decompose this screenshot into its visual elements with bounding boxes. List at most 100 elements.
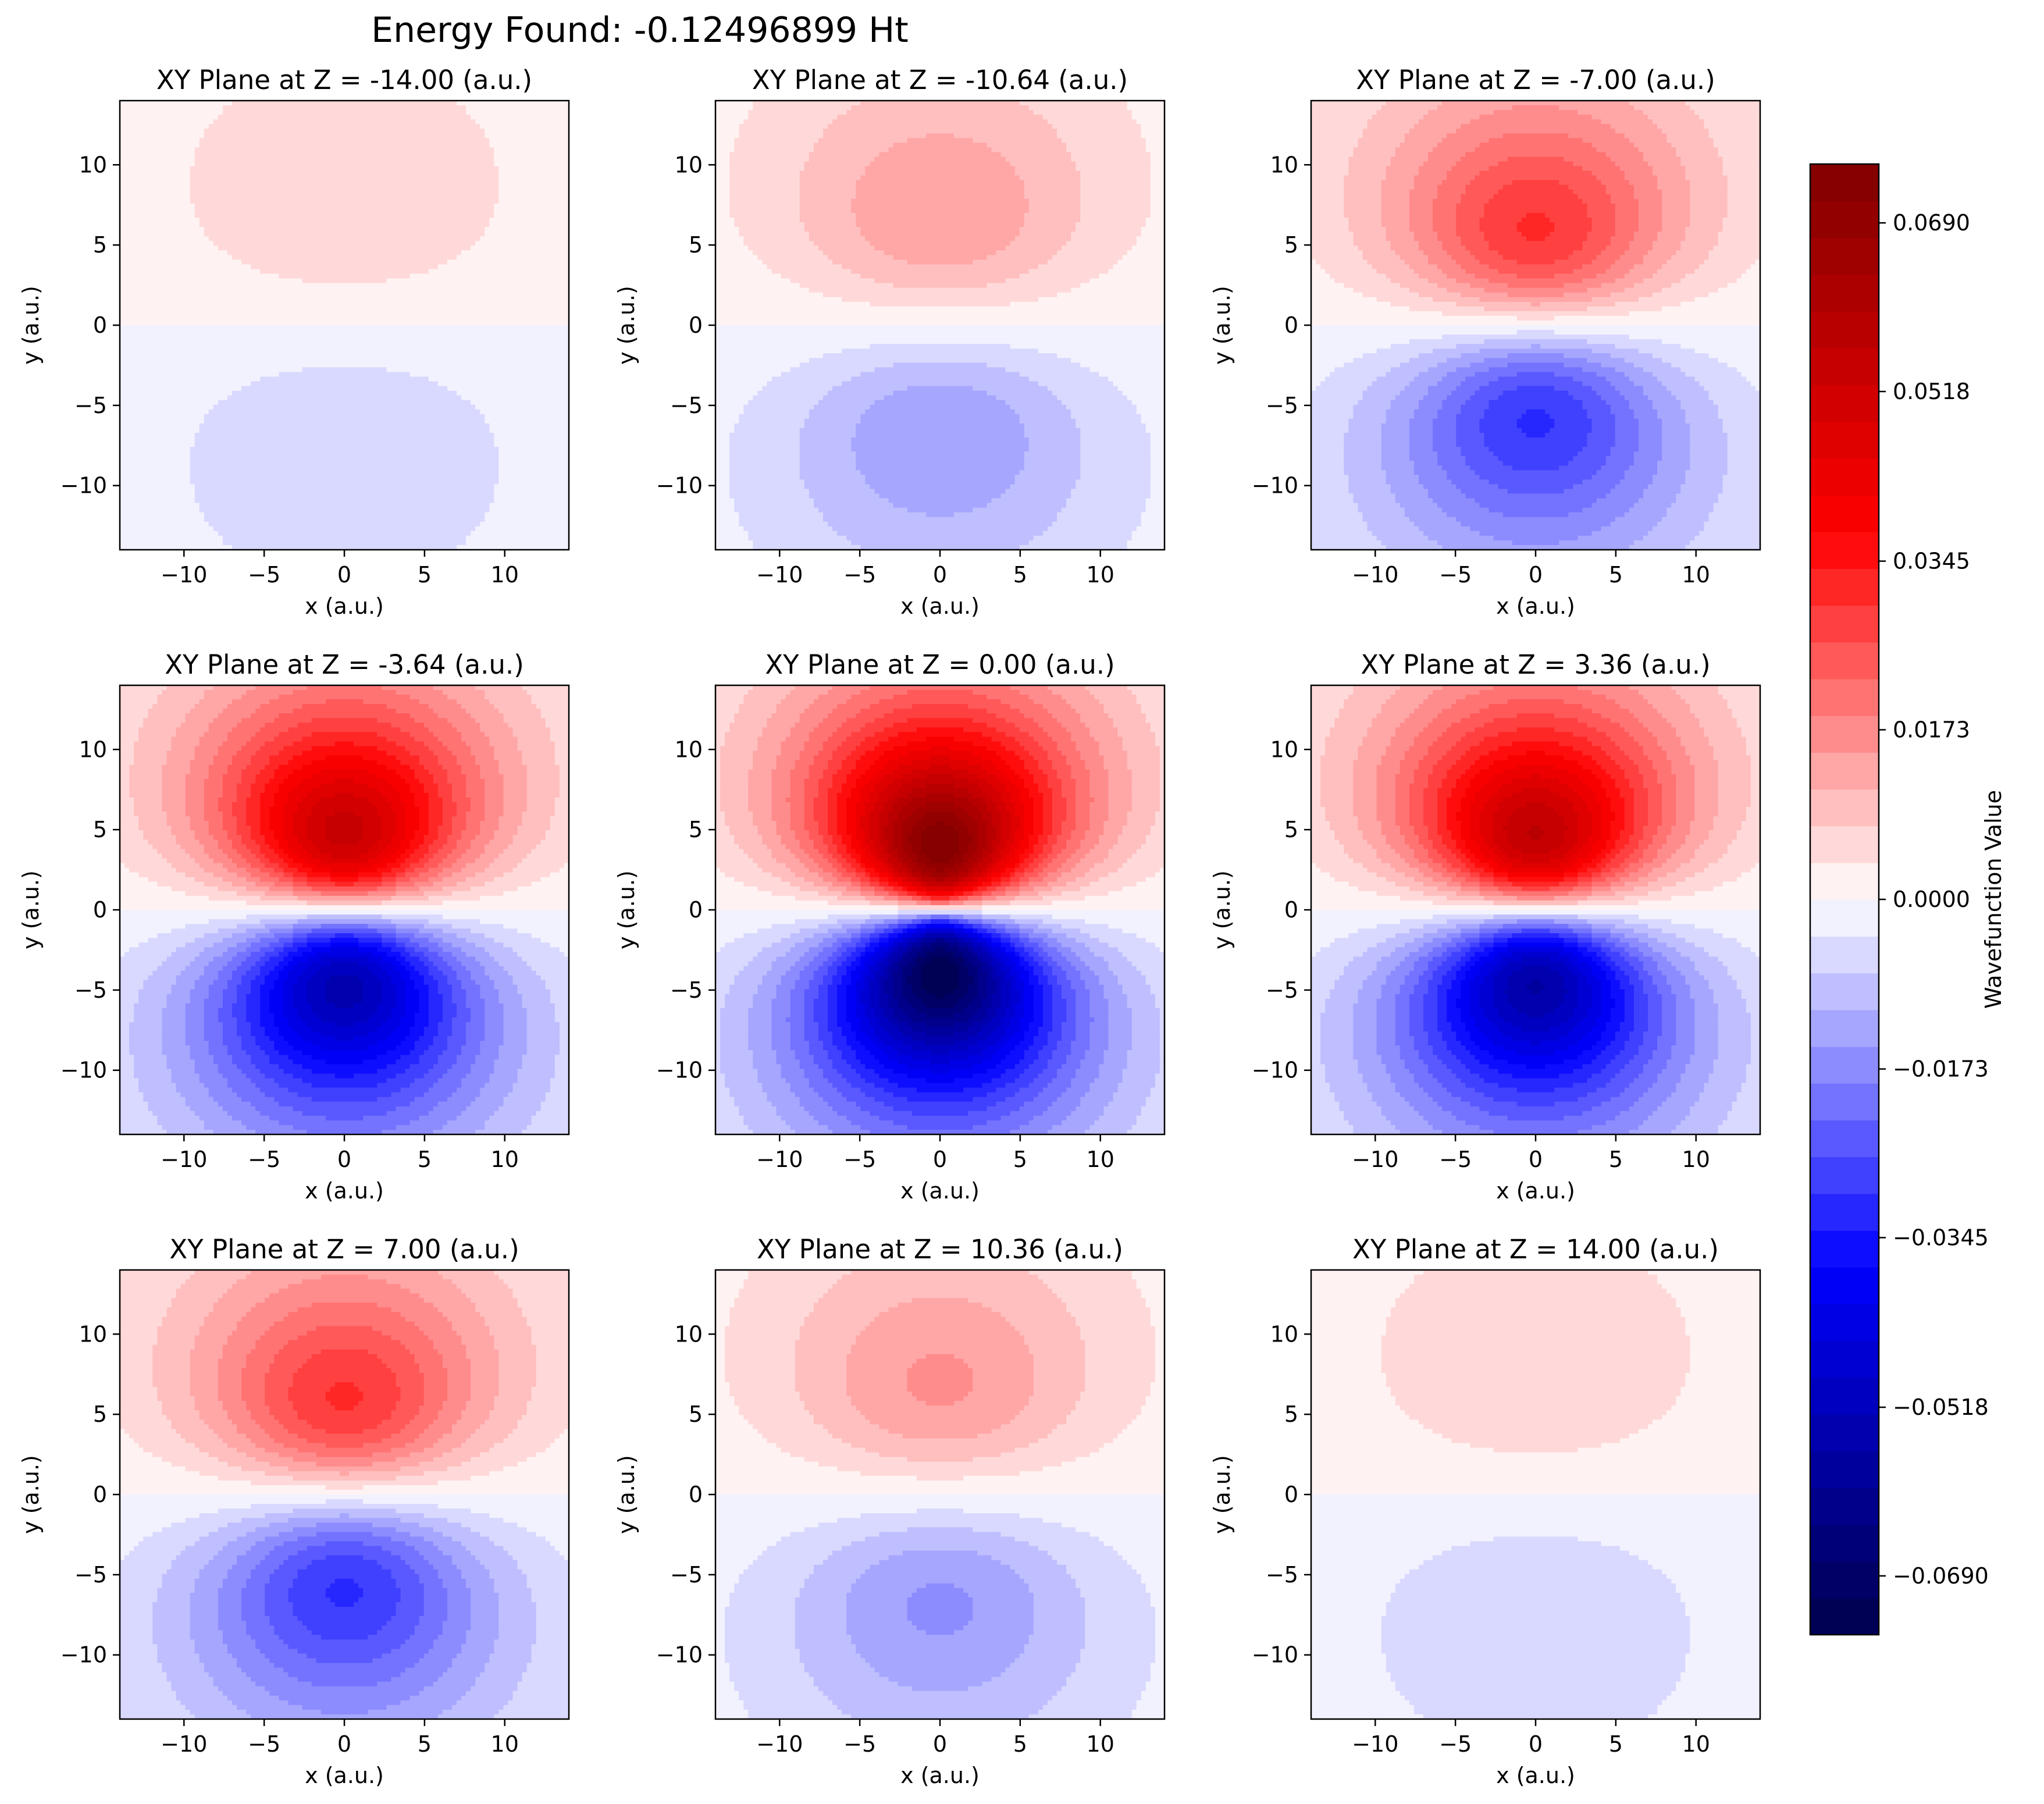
contour-cell [968,867,974,873]
contour-cell [1479,170,1593,176]
contour-cell [1479,348,1593,354]
contour-cell [194,830,209,836]
contour-cell [865,475,1016,481]
contour-cell [237,1022,251,1027]
contour-cell [874,853,880,859]
contour-cell [837,844,847,850]
contour-cell [414,792,429,798]
contour-cell [457,390,569,396]
contour-cell [982,849,992,855]
contour-cell [1521,232,1550,237]
contour-cell [790,849,805,855]
contour-cell [480,124,569,130]
contour-cell [241,1045,261,1051]
contour-cell [1433,348,1480,354]
x-axis-label: x (a.u.) [1496,593,1575,619]
contour-cell [799,194,857,200]
contour-cell [321,1017,369,1023]
contour-cell [715,461,730,467]
contour-cell [386,1017,401,1023]
contour-cell [279,372,411,378]
contour-cell [1708,517,1760,522]
contour-cell [1019,372,1100,378]
contour-cell [1428,390,1452,396]
contour-cell [391,723,425,728]
contour-cell [297,1031,322,1037]
contour-cell [134,741,172,747]
contour-cell [414,1045,429,1051]
contour-cell [1442,376,1466,382]
contour-cell [1024,184,1081,190]
contour-cell [1498,484,1574,490]
contour-cell [1685,414,1719,419]
contour-cell [480,236,569,242]
contour-cell [1653,292,1710,298]
contour-cell [554,741,569,747]
contour-cell [218,928,247,934]
contour-cell [442,807,457,812]
contour-cell [720,755,754,761]
contour-cell [1624,175,1658,181]
contour-cell [1014,849,1025,855]
contour-cell [540,1101,569,1107]
contour-cell [902,821,917,827]
contour-cell [120,760,134,766]
contour-cell [1624,470,1658,476]
contour-cell [715,278,791,284]
contour-cell [1461,156,1508,162]
contour-cell [377,1008,392,1013]
contour-cell [1019,863,1030,869]
contour-cell [898,764,931,770]
contour-cell [222,1022,237,1027]
contour-cell [485,844,509,850]
contour-cell [396,769,415,775]
contour-cell [1028,203,1081,209]
contour-cell [554,1008,569,1013]
contour-cell [968,919,983,924]
contour-cell [1381,184,1415,190]
contour-cell [1680,489,1723,494]
contour-cell [550,1083,569,1088]
contour-cell [1451,166,1490,172]
contour-cell [447,386,569,392]
contour-cell [517,1069,555,1074]
contour-cell [120,727,139,733]
contour-cell [907,886,917,892]
contour-cell [545,830,569,836]
contour-cell [260,956,270,962]
contour-cell [1437,184,1466,190]
contour-cell [194,147,495,153]
contour-cell [134,807,163,812]
contour-cell [1019,227,1077,232]
contour-cell [1024,764,1039,770]
contour-cell [991,498,1067,504]
contour-cell [1099,273,1165,279]
contour-cell [893,746,931,752]
contour-cell [138,1078,172,1084]
contour-cell [246,994,261,999]
contour-cell [1033,826,1044,831]
contour-cell [283,778,303,784]
contour-cell [1381,180,1415,186]
contour-cell [120,222,200,227]
contour-cell [396,928,420,934]
contour-cell [1409,442,1433,447]
contour-cell [991,760,1006,766]
contour-cell [405,989,420,995]
contour-cell [1615,208,1639,214]
contour-cell [382,881,397,887]
contour-cell [433,1106,467,1112]
contour-cell [1311,493,1354,499]
contour-cell [218,886,247,892]
contour-cell [283,826,294,831]
contour-cell [1047,259,1119,265]
contour-cell [921,919,931,924]
contour-cell [120,783,130,789]
contour-cell [428,792,439,798]
contour-cell [194,489,495,494]
contour-cell [246,1125,294,1130]
contour-cell [1564,156,1611,162]
contour-cell [996,395,1057,401]
contour-cell [120,241,214,247]
contour-cell [1564,489,1611,494]
